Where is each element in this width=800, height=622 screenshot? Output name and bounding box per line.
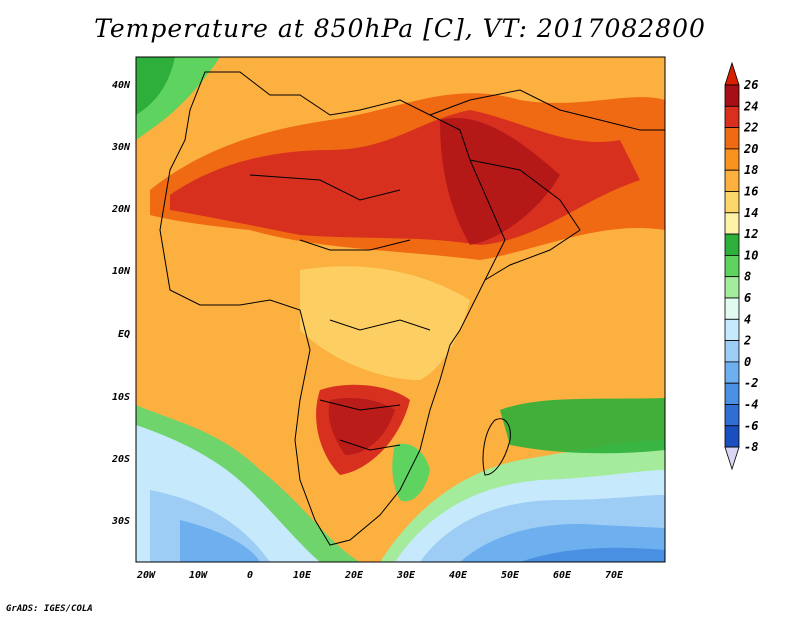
map-frame — [135, 56, 666, 563]
country-borders — [159, 71, 665, 546]
colorbar-swatch — [724, 361, 740, 384]
latitude-label: 40N — [112, 80, 131, 91]
colorbar-swatch — [724, 382, 740, 405]
colorbar-label: 18 — [744, 163, 758, 177]
colorbar-label: 24 — [743, 99, 758, 113]
latitude-label: 20S — [111, 454, 130, 465]
longitude-label: 0 — [247, 570, 253, 581]
colorbar-swatch — [724, 127, 740, 150]
colorbar-swatch — [724, 191, 740, 214]
colorbar-swatch — [724, 404, 740, 427]
colorbar-label: -2 — [744, 376, 758, 390]
colorbar-label: 10 — [744, 248, 758, 262]
credit-text: GrADS: IGES/COLA — [6, 604, 93, 614]
colorbar-swatch — [724, 169, 740, 192]
longitude-label: 20W — [136, 570, 156, 581]
longitude-label: 10E — [293, 570, 312, 581]
latitude-label: 10S — [112, 392, 130, 403]
longitude-label: 10W — [189, 570, 208, 581]
colorbar-under-triangle — [724, 446, 740, 471]
latitude-label: 30S — [111, 516, 130, 527]
colorbar-swatch — [724, 254, 740, 278]
colorbar-label: 22 — [743, 121, 758, 135]
longitude-label: 60E — [553, 570, 572, 581]
colorbar-swatch — [724, 233, 740, 256]
colorbar-swatch — [724, 425, 740, 448]
map-title: Temperature at 850hPa [C], VT: 201708280… — [94, 14, 706, 43]
colorbar-swatch — [724, 276, 740, 299]
longitude-label: 40E — [449, 570, 468, 581]
temperature-field — [136, 57, 665, 562]
latitude-labels: 40N 30N 20N 10N EQ 10S 20S 30S — [111, 80, 131, 527]
latitude-label: EQ — [118, 329, 130, 340]
colorbar-label: 20 — [743, 142, 758, 156]
colorbar-label: 14 — [744, 206, 758, 220]
longitude-labels: 20W 10W 0 10E 20E 30E 40E 50E 60E 70E — [136, 570, 624, 581]
colorbar-swatch — [724, 212, 740, 235]
colorbar-label: 26 — [743, 78, 758, 92]
colorbar-label: -8 — [744, 440, 758, 454]
colorbar-swatch — [724, 148, 740, 171]
colorbar-label: 8 — [744, 270, 751, 284]
colorbar-swatch — [724, 297, 740, 320]
colorbar-label: 2 — [743, 334, 751, 348]
colorbar-label: 4 — [744, 312, 751, 326]
colorbar-over-triangle — [724, 61, 740, 86]
latitude-label: 30N — [111, 142, 131, 153]
colorbar-swatch — [724, 105, 740, 129]
colorbar-label: -6 — [744, 419, 758, 433]
colorbar-label: 6 — [744, 291, 751, 305]
latitude-label: 20N — [111, 204, 131, 215]
longitude-label: 30E — [396, 570, 416, 581]
colorbar-label: -4 — [744, 398, 758, 412]
longitude-label: 20E — [344, 570, 364, 581]
longitude-label: 50E — [501, 570, 520, 581]
colorbar-swatch — [724, 84, 740, 107]
colorbar-swatch — [724, 340, 740, 363]
colorbar-label: 12 — [744, 227, 758, 241]
colorbar-label: 0 — [744, 355, 751, 369]
longitude-label: 70E — [605, 570, 624, 581]
colorbar-swatch — [724, 318, 740, 341]
latitude-label: 10N — [112, 266, 131, 277]
colorbar-label: 16 — [744, 185, 758, 199]
